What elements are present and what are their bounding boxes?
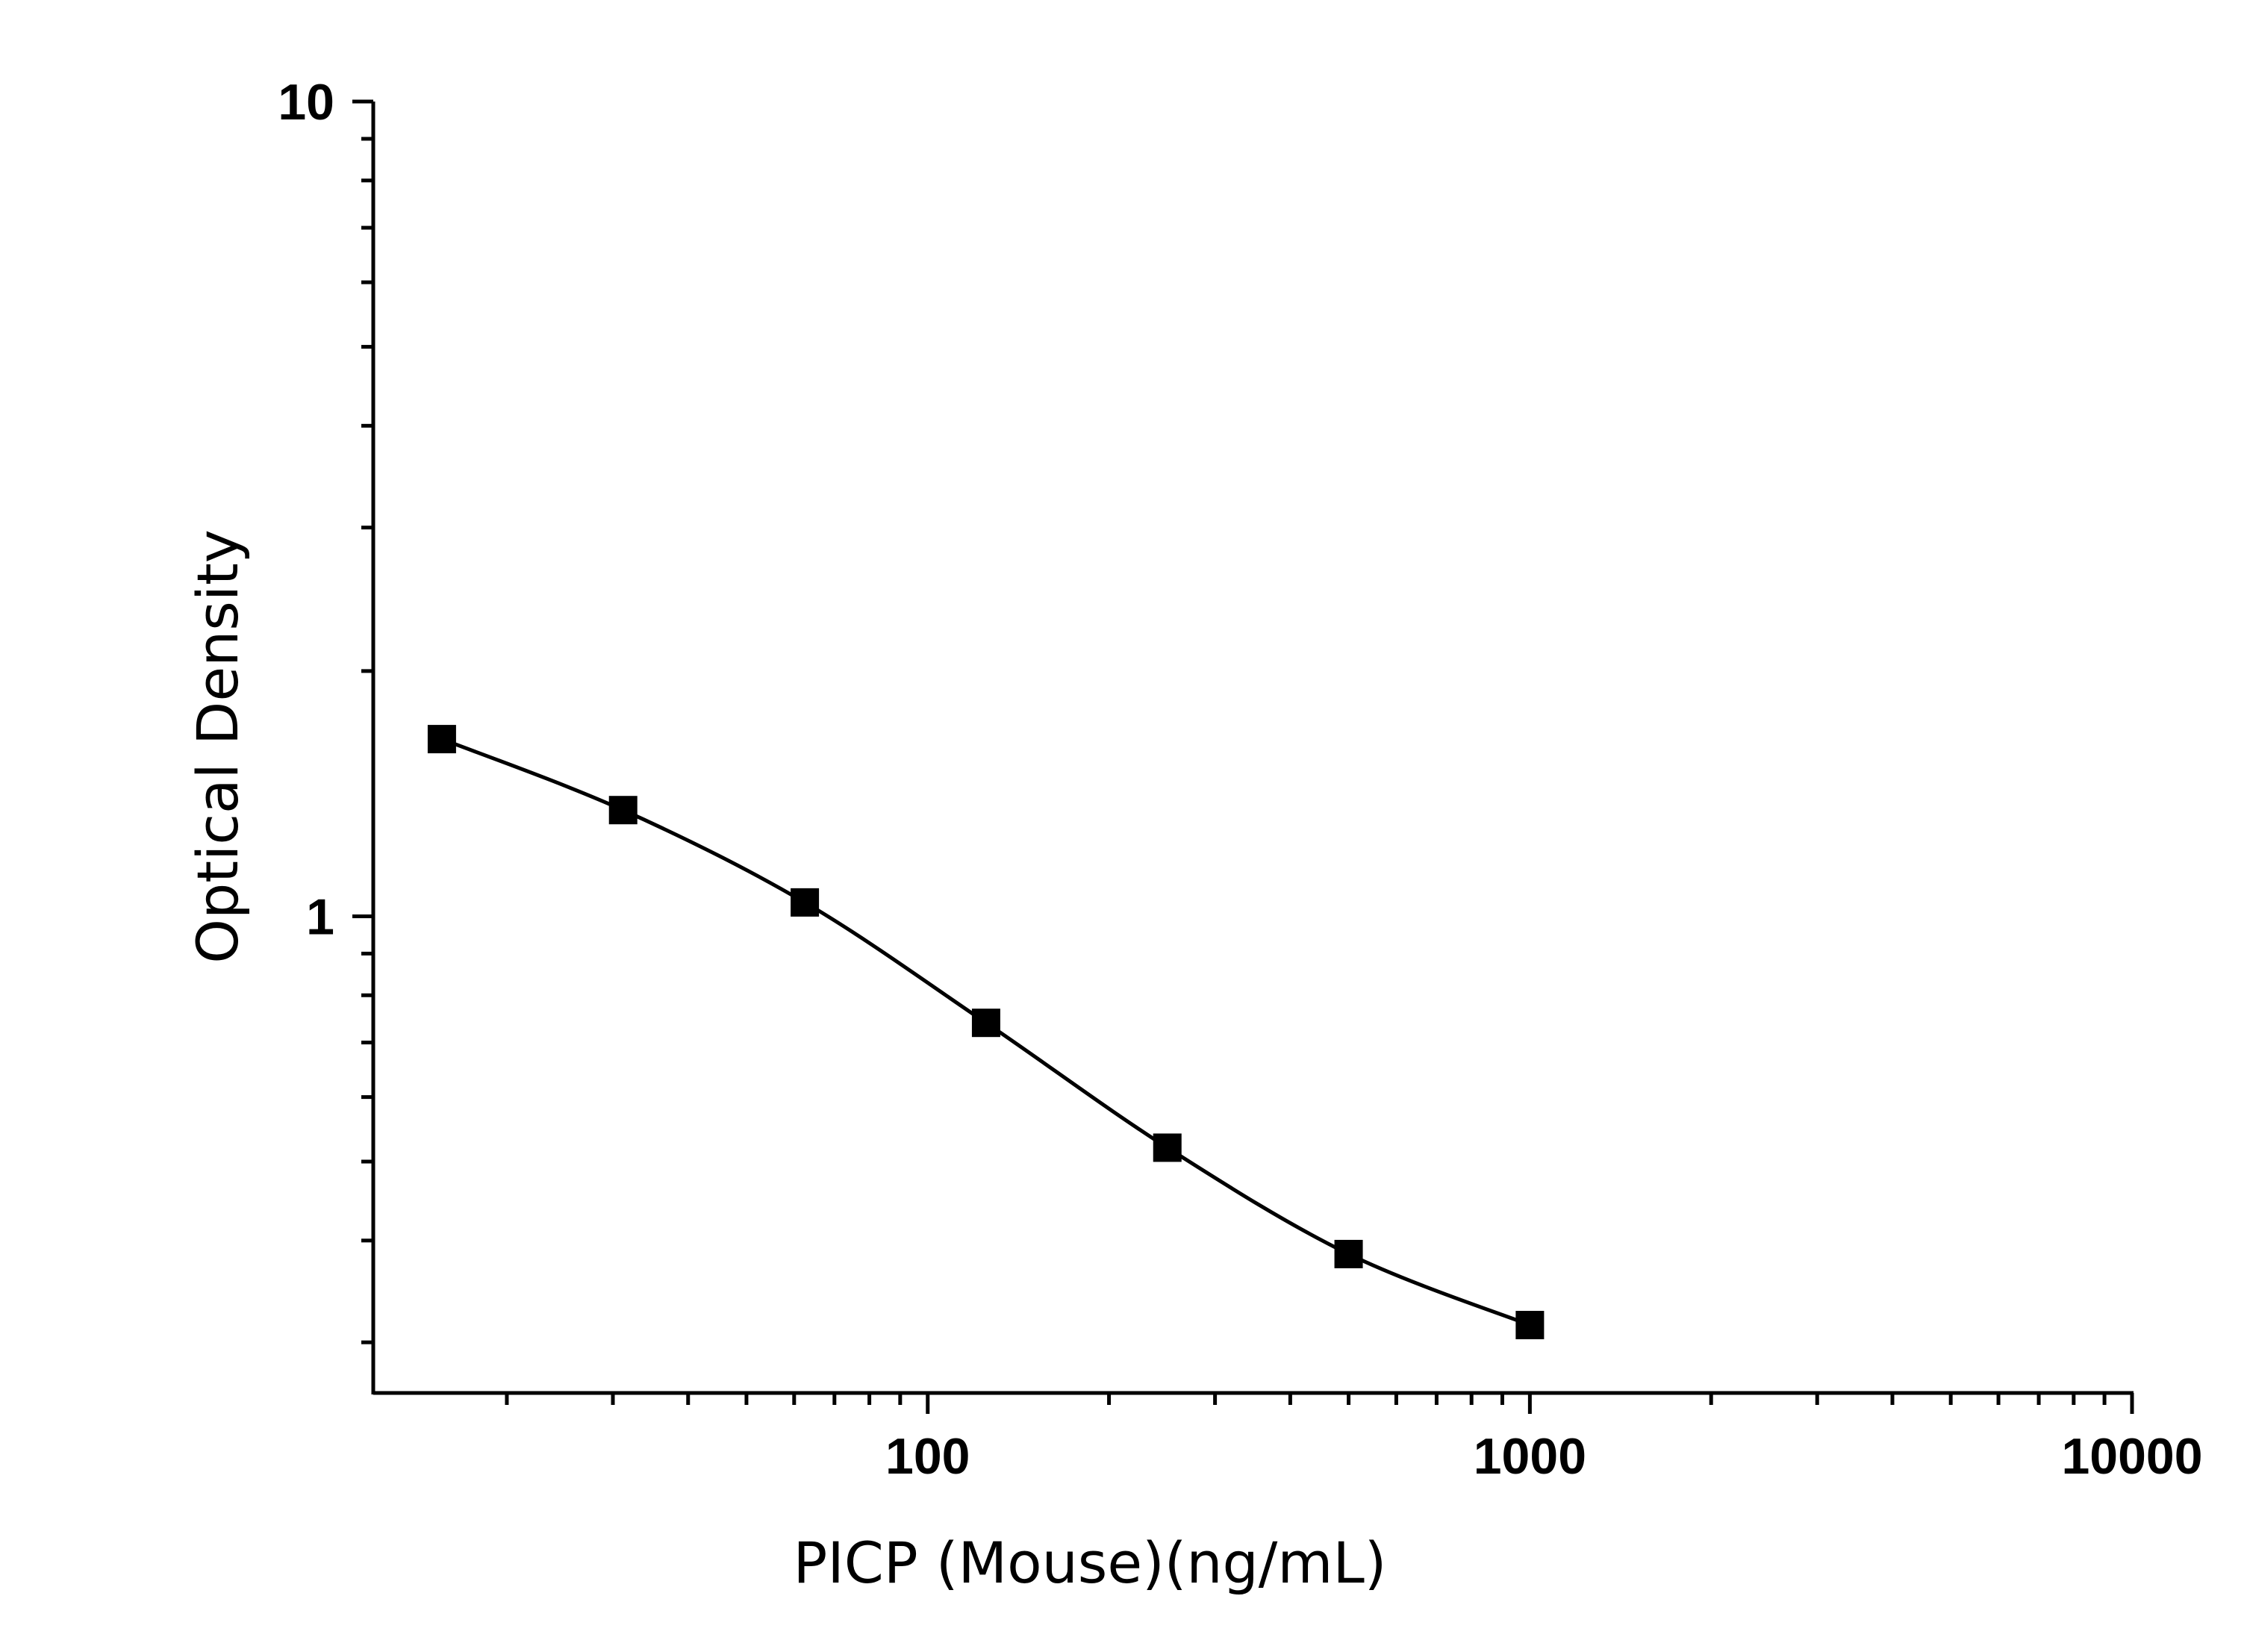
axes: 100 1000 10000 1 10 [278,74,2202,1485]
y-tick-label: 10 [278,74,334,131]
data-point [1515,1311,1545,1340]
x-axis-title: PICP (Mouse)(ng/mL) [794,1530,1387,1596]
x-tick-label: 1000 [1474,1428,1586,1485]
data-point [427,725,456,754]
data-point [608,796,638,825]
data-point [1153,1133,1182,1162]
data-point [791,888,820,917]
y-axis-title: Optical Density [184,529,251,964]
data-point [1334,1239,1363,1268]
data-point [971,1009,1000,1038]
points-layer [427,725,1545,1340]
y-tick-label: 1 [306,888,334,945]
x-tick-label: 100 [885,1428,970,1485]
x-tick-label: 10000 [2061,1428,2202,1485]
